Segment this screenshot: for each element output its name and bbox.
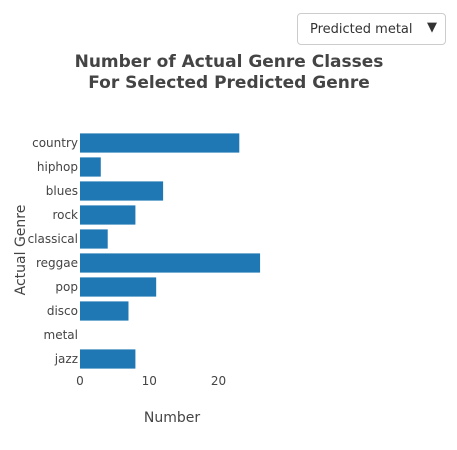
bar-country — [80, 133, 240, 153]
x-tick-labels: 0 10 20 — [76, 374, 226, 388]
chart-title-line-1: Number of Actual Genre Classes — [75, 52, 384, 72]
predicted-genre-dropdown[interactable]: Predicted metal ▼ — [297, 13, 446, 45]
chart-title-line-2: For Selected Predicted Genre — [88, 73, 370, 93]
x-tick-label-10: 10 — [142, 374, 157, 388]
x-tick-label-0: 0 — [76, 374, 84, 388]
bar-jazz — [80, 349, 136, 369]
y-tick-label-reggae: reggae — [36, 256, 78, 270]
bar-classical — [80, 229, 108, 249]
bar-rock — [80, 205, 136, 225]
x-axis-title: Number — [144, 410, 200, 426]
y-tick-label-rock: rock — [52, 208, 78, 222]
bars-group — [80, 133, 261, 369]
y-tick-label-metal: metal — [44, 328, 78, 342]
bar-disco — [80, 301, 129, 321]
y-tick-labels: country hiphop blues rock classical reggae pop… — [28, 136, 78, 366]
y-tick-label-disco: disco — [47, 304, 78, 318]
y-tick-label-pop: pop — [55, 280, 78, 294]
x-tick-label-20: 20 — [211, 374, 226, 388]
y-tick-label-blues: blues — [46, 184, 78, 198]
bar-blues — [80, 181, 164, 201]
chevron-down-icon[interactable]: ▼ — [427, 20, 437, 35]
bar-pop — [80, 277, 157, 297]
y-axis-title: Actual Genre — [13, 205, 29, 296]
dropdown-selected-value: Predicted metal — [310, 22, 413, 37]
bar-hiphop — [80, 157, 101, 177]
y-tick-label-classical: classical — [28, 232, 78, 246]
y-tick-label-country: country — [32, 136, 78, 150]
y-tick-label-hiphop: hiphop — [37, 160, 78, 174]
bar-reggae — [80, 253, 261, 273]
y-tick-label-jazz: jazz — [54, 352, 78, 366]
